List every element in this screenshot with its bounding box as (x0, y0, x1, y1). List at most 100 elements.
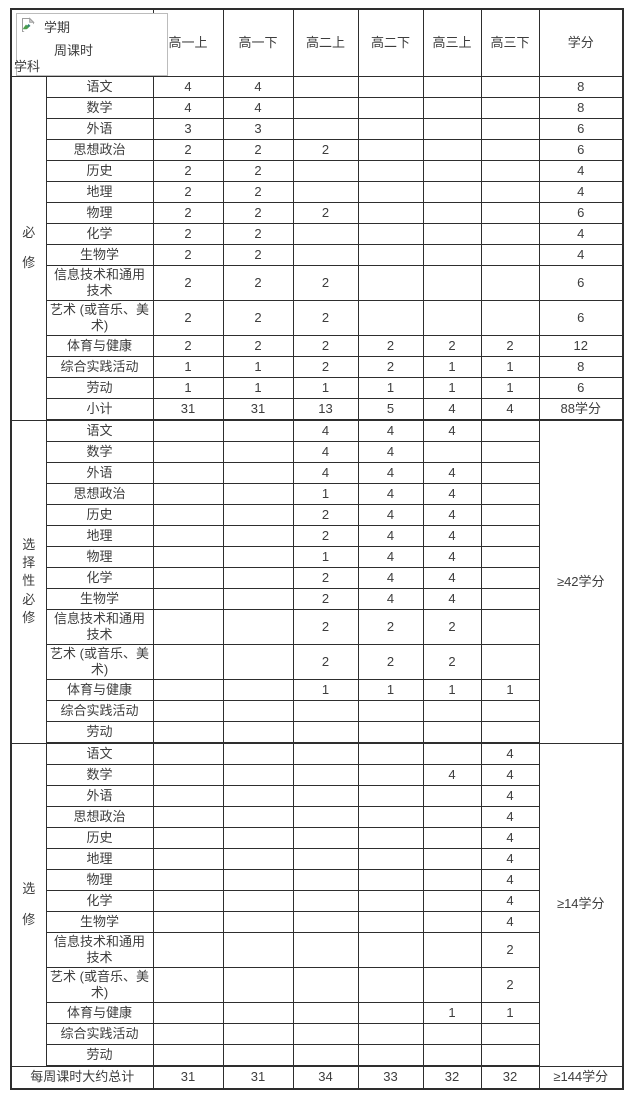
hours-cell (292, 785, 359, 807)
hours-cell: 4 (222, 97, 294, 119)
subject-cell: 外语 (45, 462, 154, 484)
hours-cell (422, 265, 482, 301)
hours-cell (357, 181, 424, 203)
hours-cell (480, 644, 540, 680)
hours-cell (422, 721, 482, 744)
hours-cell (292, 1023, 359, 1045)
hours-cell (152, 700, 224, 722)
hours-cell: 2 (222, 181, 294, 203)
hours-cell (292, 932, 359, 968)
section-label: 选择性必修 (22, 537, 36, 625)
hours-cell (152, 890, 224, 912)
hours-cell (222, 567, 294, 589)
hours-cell (292, 1002, 359, 1024)
table-body: 必修 语文 4 4 8 数学 4 4 8 外语 3 3 6 思想政治 2 2 2 6 历史 2 2 4 地理 2 2 4 物理 2 2 2… (10, 76, 624, 1090)
hours-cell: 1 (292, 546, 359, 568)
hours-cell (480, 139, 540, 161)
hours-cell (480, 160, 540, 182)
credit-cell: 8 (538, 97, 624, 119)
hours-cell (222, 1002, 294, 1024)
hours-cell: 4 (480, 764, 540, 786)
subject-cell: 语文 (45, 742, 154, 765)
table-row: 艺术 (或音乐、美术) 2 2 2 (11, 644, 623, 680)
hours-cell (422, 139, 482, 161)
hours-cell (357, 785, 424, 807)
hours-cell (222, 462, 294, 484)
hours-cell (422, 300, 482, 336)
broken-image-icon (20, 17, 36, 33)
hours-cell (222, 827, 294, 849)
hours-cell (422, 1023, 482, 1045)
table-row: 化学 4 (11, 890, 623, 912)
hours-cell: 4 (357, 483, 424, 505)
hours-cell: 4 (422, 504, 482, 526)
hours-cell: 1 (152, 356, 224, 378)
subject-cell: 劳动 (45, 721, 154, 744)
hours-cell (222, 1044, 294, 1067)
hours-cell (480, 223, 540, 245)
hours-cell (222, 1023, 294, 1045)
subject-cell: 语文 (45, 419, 154, 442)
hours-cell: 4 (422, 483, 482, 505)
hours-cell: 4 (422, 764, 482, 786)
hours-cell (357, 1044, 424, 1067)
hours-cell: 2 (152, 202, 224, 224)
hours-cell (480, 462, 540, 484)
hours-cell: 2 (357, 609, 424, 645)
hours-cell (222, 890, 294, 912)
hours-cell (422, 827, 482, 849)
hours-cell (292, 806, 359, 828)
table-row: 艺术 (或音乐、美术) 2 (11, 967, 623, 1003)
hours-cell: 2 (222, 335, 294, 357)
hours-cell (152, 567, 224, 589)
hours-cell (480, 588, 540, 610)
hours-cell: 2 (480, 967, 540, 1003)
hours-cell (480, 202, 540, 224)
hours-cell (152, 848, 224, 870)
hours-cell (222, 588, 294, 610)
subject-cell: 物理 (45, 869, 154, 891)
hours-cell (292, 742, 359, 765)
subject-cell: 综合实践活动 (45, 1023, 154, 1045)
hours-cell (480, 1023, 540, 1045)
hours-cell (422, 118, 482, 140)
hours-cell: 4 (222, 76, 294, 98)
table-row: 思想政治 4 (11, 806, 623, 828)
subject-cell: 劳动 (45, 377, 154, 399)
credit-cell: 8 (538, 76, 624, 98)
hours-cell (292, 118, 359, 140)
hours-cell (480, 76, 540, 98)
hours-cell (222, 609, 294, 645)
hours-cell: 3 (222, 118, 294, 140)
credit-cell: 6 (538, 377, 624, 399)
section-label-cell-2: 选修 (10, 742, 47, 1067)
hours-cell: 4 (422, 567, 482, 589)
header-row: 学期 周课时 学科 高一上 高一下 高二上 高二下 高三上 高三下 学分 (10, 8, 624, 77)
hours-cell (357, 76, 424, 98)
subject-cell: 体育与健康 (45, 335, 154, 357)
hours-cell (357, 721, 424, 744)
hours-cell: 1 (222, 356, 294, 378)
hours-cell (222, 441, 294, 463)
column-header-3: 高二下 (357, 8, 424, 77)
hours-cell: 2 (292, 567, 359, 589)
hours-cell (480, 419, 540, 442)
subtotal-hours-cell: 4 (422, 398, 482, 421)
hours-cell: 2 (292, 139, 359, 161)
hours-cell: 4 (292, 419, 359, 442)
hours-cell (152, 525, 224, 547)
subject-cell: 物理 (45, 546, 154, 568)
hours-cell (152, 588, 224, 610)
hours-cell (480, 244, 540, 266)
hours-cell (292, 160, 359, 182)
credit-merged-cell: ≥14学分 (538, 742, 624, 1067)
subject-cell: 化学 (45, 567, 154, 589)
hours-cell (480, 441, 540, 463)
hours-cell: 4 (357, 546, 424, 568)
hours-cell (292, 181, 359, 203)
hours-cell: 2 (222, 202, 294, 224)
hours-cell (222, 848, 294, 870)
subject-cell: 历史 (45, 504, 154, 526)
corner-box: 学期 周课时 (16, 13, 168, 76)
subtotal-label-cell: 小计 (45, 398, 154, 421)
